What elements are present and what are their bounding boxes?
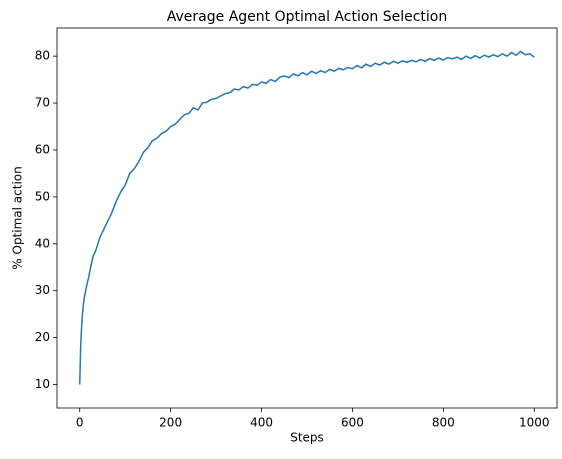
x-tick-label: 0 xyxy=(76,416,84,430)
y-tick-label: 10 xyxy=(35,377,50,391)
plot-frame xyxy=(56,27,558,409)
x-tick-label: 800 xyxy=(432,416,455,430)
y-axis-label: % Optimal action xyxy=(11,166,25,269)
x-axis-label: Steps xyxy=(290,431,324,445)
y-tick-label: 80 xyxy=(35,49,50,63)
y-tick-label: 30 xyxy=(35,283,50,297)
y-tick-label: 70 xyxy=(35,96,50,110)
y-tick-label: 20 xyxy=(35,330,50,344)
x-tick-label: 600 xyxy=(341,416,364,430)
x-tick-label: 200 xyxy=(159,416,182,430)
y-tick-label: 60 xyxy=(35,142,50,156)
chart-title: Average Agent Optimal Action Selection xyxy=(167,9,448,25)
y-tick-label: 40 xyxy=(35,236,50,250)
line-series xyxy=(78,50,535,385)
x-tick-label: 1000 xyxy=(519,416,550,430)
x-tick-label: 400 xyxy=(250,416,273,430)
y-tick-label: 50 xyxy=(35,189,50,203)
